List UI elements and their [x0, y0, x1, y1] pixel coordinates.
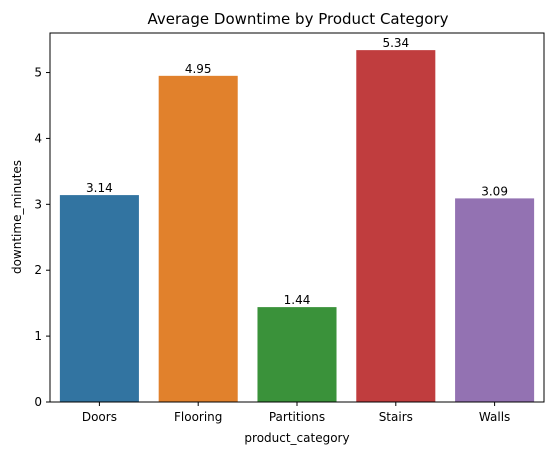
y-tick-label: 3 — [34, 197, 42, 211]
x-axis: Doors Flooring Partitions Stairs Walls — [82, 402, 510, 424]
y-tick-label: 0 — [34, 395, 42, 409]
data-label-walls: 3.09 — [481, 184, 508, 198]
chart-title: Average Downtime by Product Category — [148, 10, 449, 28]
bars-layer — [59, 50, 535, 403]
y-tick-label: 1 — [34, 329, 42, 343]
data-label-doors: 3.14 — [86, 181, 113, 195]
y-tick-label: 5 — [34, 66, 42, 80]
y-axis: 0 1 2 3 4 5 — [34, 66, 50, 409]
y-tick-label: 2 — [34, 263, 42, 277]
x-tick-label-stairs: Stairs — [379, 410, 413, 424]
bar-stairs — [356, 50, 436, 402]
plot-frame — [49, 32, 545, 403]
bar-partitions — [257, 307, 337, 402]
x-tick-label-walls: Walls — [479, 410, 510, 424]
data-label-partitions: 1.44 — [284, 293, 311, 307]
y-tick-label: 4 — [34, 131, 42, 145]
y-axis-label: downtime_minutes — [10, 160, 24, 274]
data-labels-layer: 3.14 4.95 1.44 5.34 3.09 — [86, 36, 508, 307]
bar-flooring — [158, 75, 238, 403]
data-label-stairs: 5.34 — [382, 36, 409, 50]
x-axis-label: product_category — [244, 431, 349, 445]
x-tick-label-partitions: Partitions — [269, 410, 325, 424]
data-label-flooring: 4.95 — [185, 62, 212, 76]
x-tick-label-doors: Doors — [82, 410, 117, 424]
bar-walls — [455, 198, 535, 402]
bar-doors — [59, 195, 139, 402]
x-tick-label-flooring: Flooring — [174, 410, 222, 424]
